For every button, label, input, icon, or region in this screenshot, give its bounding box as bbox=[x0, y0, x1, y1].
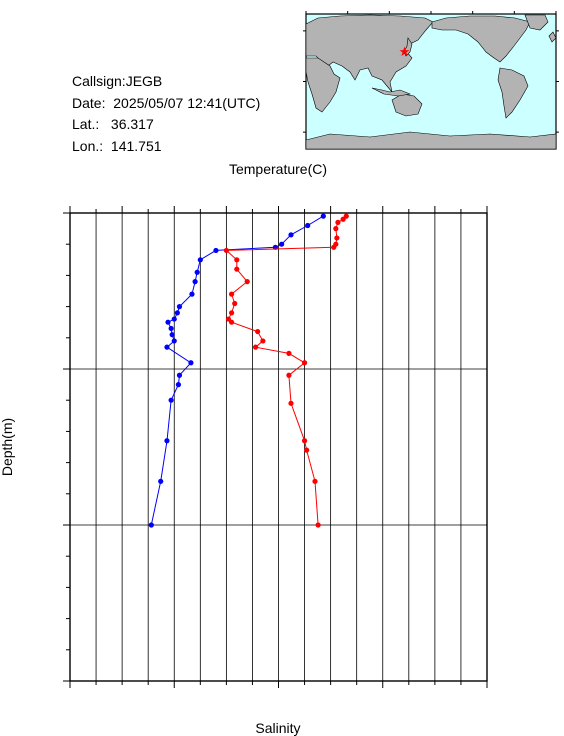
salinity-point bbox=[334, 235, 340, 241]
salinity-point bbox=[234, 257, 240, 263]
data-series bbox=[148, 213, 349, 528]
land-eurasia bbox=[305, 14, 434, 93]
temperature-point bbox=[158, 478, 164, 484]
callsign-text: Callsign:JEGB bbox=[72, 73, 163, 89]
temperature-point bbox=[320, 213, 326, 219]
temperature-point bbox=[165, 319, 171, 325]
station-marker-icon: ★ bbox=[399, 44, 411, 59]
salinity-point bbox=[304, 447, 310, 453]
temperature-point bbox=[171, 338, 177, 344]
salinity-point bbox=[260, 338, 266, 344]
temperature-point bbox=[213, 247, 219, 254]
salinity-point bbox=[331, 244, 337, 250]
land-south-america bbox=[497, 67, 529, 119]
salinity-profile-line bbox=[225, 215, 347, 526]
temperature-point bbox=[192, 279, 198, 285]
temperature-point bbox=[176, 304, 183, 310]
map-land bbox=[305, 14, 557, 150]
salinity-point bbox=[288, 400, 294, 406]
latitude-text: Lat.: 36.317 bbox=[72, 116, 154, 132]
temperature-point bbox=[279, 241, 285, 247]
temperature-point bbox=[194, 269, 200, 275]
salinity-point bbox=[234, 266, 240, 272]
temperature-point bbox=[174, 310, 180, 316]
temperature-point bbox=[188, 360, 194, 366]
salinity-point bbox=[312, 478, 318, 484]
temperature-point bbox=[288, 232, 294, 238]
land-africa bbox=[305, 57, 341, 113]
land-north-america bbox=[431, 15, 531, 63]
date-text: Date: 2025/05/07 12:41(UTC) bbox=[72, 94, 261, 111]
temperature-point bbox=[175, 382, 182, 388]
salinity-point bbox=[333, 226, 339, 232]
axis-ticks bbox=[63, 206, 488, 688]
land-antarctica bbox=[305, 131, 557, 150]
temperature-point bbox=[168, 397, 174, 403]
temperature-point bbox=[305, 222, 311, 229]
salinity-point bbox=[232, 300, 238, 307]
temperature-point bbox=[189, 291, 195, 297]
temperature-point bbox=[176, 372, 183, 378]
map-ticks bbox=[303, 11, 559, 133]
station-info: Callsign:JEGB Date: 2025/05/07 12:41(UTC… bbox=[72, 71, 260, 157]
depth-axis-label: Depth(m) bbox=[0, 418, 15, 476]
temperature-point bbox=[164, 438, 170, 444]
temperature-point bbox=[164, 344, 170, 350]
salinity-point bbox=[255, 328, 261, 335]
land-uk bbox=[548, 31, 557, 43]
salinity-point bbox=[244, 279, 250, 285]
temperature-point bbox=[171, 316, 177, 322]
salinity-point bbox=[301, 438, 308, 444]
salinity-point bbox=[223, 247, 229, 254]
temperature-point bbox=[169, 332, 175, 338]
salinity-point bbox=[252, 344, 259, 350]
temperature-point bbox=[197, 257, 203, 263]
land-indonesia bbox=[371, 87, 412, 97]
temperature-axis-label: Temperature(C) bbox=[229, 161, 327, 177]
salinity-point bbox=[315, 522, 321, 528]
salinity-point bbox=[301, 360, 308, 366]
salinity-point bbox=[286, 372, 292, 378]
land-japan bbox=[403, 37, 413, 57]
salinity-point bbox=[340, 216, 346, 222]
salinity-axis-label: Salinity bbox=[255, 720, 300, 736]
world-map: ★ bbox=[303, 11, 559, 150]
chart-grid bbox=[70, 213, 487, 681]
salinity-point bbox=[335, 219, 341, 225]
temperature-point bbox=[148, 522, 154, 528]
salinity-point bbox=[286, 350, 292, 356]
temperature-point bbox=[168, 325, 174, 332]
salinity-point bbox=[228, 291, 235, 297]
land-greenland bbox=[524, 14, 549, 31]
salinity-point bbox=[228, 319, 235, 325]
salinity-point bbox=[228, 310, 235, 316]
longitude-text: Lon.: 141.751 bbox=[72, 137, 162, 154]
